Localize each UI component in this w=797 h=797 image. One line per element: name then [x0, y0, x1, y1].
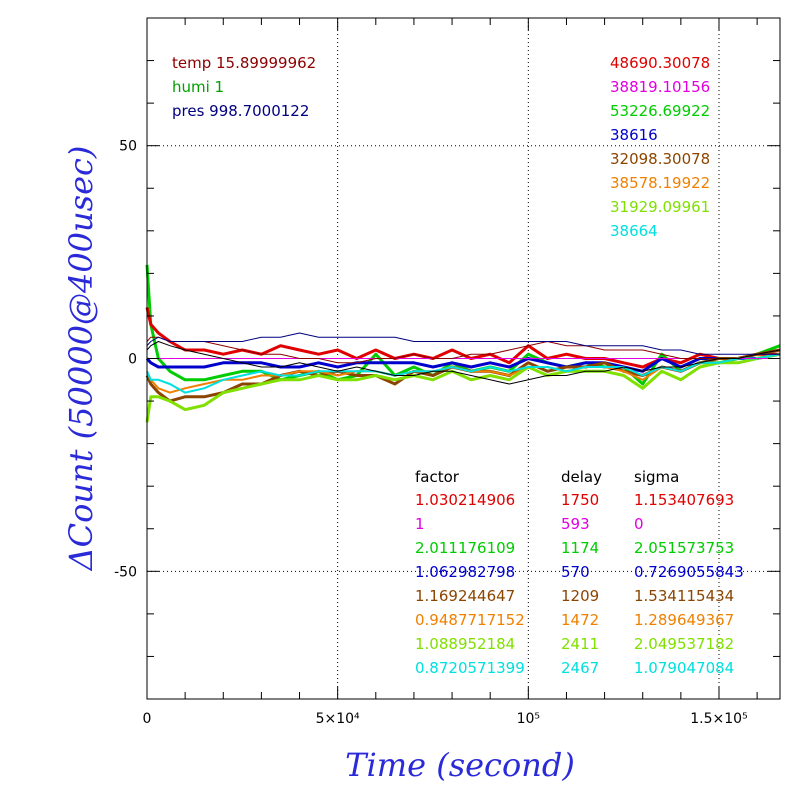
table-header: sigma [634, 468, 679, 486]
table-cell-factor: 1.088952184 [415, 635, 515, 653]
tick-labels: 0 5×10⁴ 10⁵ 1.5×10⁵ 50 0 -50 [114, 139, 748, 727]
x-tick-label: 0 [143, 711, 152, 727]
series-line-6 [145, 352, 781, 423]
table-cell-factor: 0.8720571399 [415, 659, 525, 677]
env-label: humi 1 [172, 78, 224, 96]
table-header: factor [415, 468, 460, 486]
table-cell-delay: 1750 [561, 491, 599, 509]
mean-label: 38578.19922 [610, 174, 710, 192]
series-line-9 [146, 336, 780, 364]
y-axis-title: ΔCount (50000@400usec) [62, 146, 100, 573]
series-line-11 [146, 341, 781, 385]
table-cell-factor: 2.011176109 [415, 539, 515, 557]
table-cell-factor: 1.030214906 [415, 491, 515, 509]
table-cell-sigma: 1.153407693 [634, 491, 734, 509]
series-line-7 [146, 353, 781, 394]
table-cell-sigma: 0.7269055843 [634, 563, 744, 581]
mean-label: 32098.30078 [610, 150, 710, 168]
table-cell-delay: 593 [561, 515, 590, 533]
series-line-3 [145, 352, 781, 373]
table-cell-factor: 0.9487717152 [415, 611, 525, 629]
table-cell-factor: 1.062982798 [415, 563, 515, 581]
table-cell-delay: 1472 [561, 611, 599, 629]
table-cell-delay: 2411 [561, 635, 599, 653]
env-label: temp 15.89999962 [172, 54, 316, 72]
x-tick-label: 5×10⁴ [316, 711, 360, 727]
table-cell-factor: 1.169244647 [415, 587, 515, 605]
y-tick-label: 0 [128, 352, 137, 368]
table-cell-sigma: 2.051573753 [634, 539, 734, 557]
mean-label: 38819.10156 [610, 78, 710, 96]
env-label: pres 998.7000122 [172, 102, 309, 120]
mean-label: 53226.69922 [610, 102, 710, 120]
x-tick-label: 1.5×10⁵ [690, 711, 747, 727]
table-cell-factor: 1 [415, 515, 425, 533]
table-cell-sigma: 1.079047084 [634, 659, 734, 677]
table-cell-delay: 570 [561, 563, 590, 581]
table-cell-sigma: 1.289649367 [634, 611, 734, 629]
table-cell-delay: 1209 [561, 587, 599, 605]
env-labels: temp 15.89999962 humi 1 pres 998.7000122 [172, 54, 316, 120]
axis-ticks [147, 18, 780, 699]
series-line-10 [146, 332, 780, 355]
y-tick-label: -50 [114, 564, 137, 580]
mean-label: 38664 [610, 222, 658, 240]
table-cell-sigma: 0 [634, 515, 644, 533]
plot-frame [146, 17, 781, 700]
mean-label: 31929.09961 [610, 198, 710, 216]
table-cell-delay: 2467 [561, 659, 599, 677]
mean-label: 38616 [610, 126, 658, 144]
table-header: delay [561, 468, 602, 486]
y-tick-label: 50 [119, 139, 137, 155]
table-cell-delay: 1174 [561, 539, 599, 557]
mean-labels: 48690.30078 38819.10156 53226.69922 38616 32… [610, 54, 710, 240]
mean-label: 48690.30078 [610, 54, 710, 72]
table-cell-sigma: 1.534115434 [634, 587, 734, 605]
x-axis-title: Time (second) [345, 746, 575, 784]
param-table: factor delay sigma 1.030214906 1750 1.1534076… [415, 468, 744, 677]
series-lines [145, 264, 781, 423]
table-cell-sigma: 2.049537182 [634, 635, 734, 653]
x-tick-label: 10⁵ [517, 711, 540, 727]
